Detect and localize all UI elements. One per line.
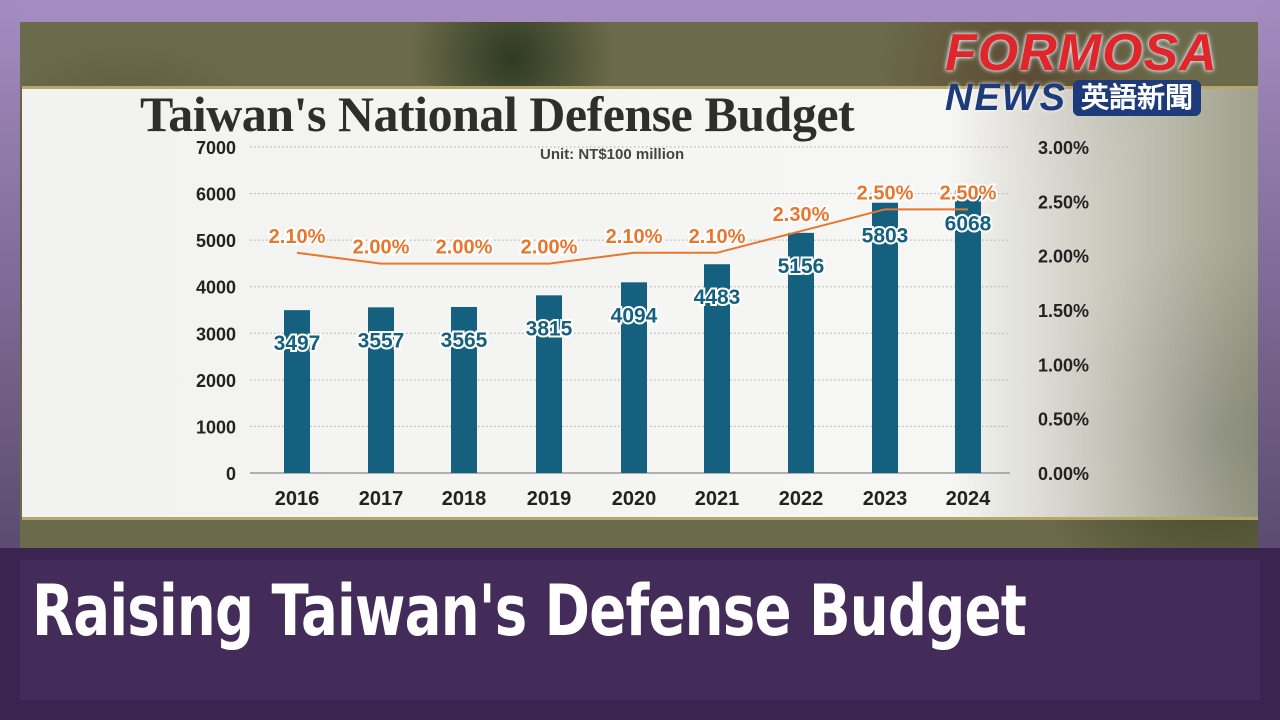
x-tick-label: 2023	[863, 488, 908, 510]
bar-value-label: 4483	[694, 286, 741, 309]
percent-line	[296, 208, 968, 265]
bar-value-label: 3557	[358, 329, 405, 352]
bar	[451, 306, 477, 473]
x-tick-label: 2024	[946, 488, 991, 510]
y2-tick-label: 3.00%	[1038, 138, 1089, 158]
x-tick-label: 2016	[275, 488, 320, 510]
top-frame	[0, 0, 1280, 22]
logo-chinese: 英語新聞	[1073, 80, 1202, 116]
chart-title: Taiwan's National Defense Budget	[140, 86, 855, 142]
percent-label: 2.00%	[353, 237, 410, 259]
bar	[872, 202, 898, 473]
right-frame	[1258, 0, 1280, 560]
y-tick-label: 3000	[196, 324, 236, 344]
x-tick-label: 2018	[442, 488, 487, 510]
x-tick-label: 2021	[695, 488, 740, 510]
x-tick-label: 2017	[359, 488, 404, 510]
left-frame	[0, 0, 20, 560]
formosa-news-logo: FORMOSA NEWS 英語新聞	[945, 26, 1255, 118]
y-tick-label: 1000	[196, 417, 236, 437]
percent-label: 2.10%	[606, 226, 663, 248]
percent-label: 2.30%	[773, 204, 830, 226]
y-tick-label: 7000	[196, 138, 236, 158]
percent-label: 2.50%	[857, 182, 914, 204]
bar-value-label: 3497	[274, 332, 321, 355]
bar	[621, 282, 647, 473]
bar	[704, 264, 730, 473]
chart-subtitle: Unit: NT$100 million	[540, 146, 685, 163]
y-tick-label: 2000	[196, 371, 236, 391]
percent-label: 2.50%	[940, 182, 997, 204]
bar-value-label: 3565	[441, 329, 488, 352]
y-tick-label: 4000	[196, 278, 236, 298]
percent-label: 2.00%	[436, 237, 493, 259]
logo-news: NEWS	[945, 77, 1067, 119]
percent-label: 2.00%	[521, 237, 578, 259]
x-tick-label: 2019	[527, 488, 572, 510]
bar-value-label: 4094	[611, 304, 658, 327]
y-tick-label: 0	[226, 464, 236, 484]
y2-tick-label: 2.00%	[1038, 247, 1089, 267]
x-tick-label: 2020	[612, 488, 657, 510]
bar	[788, 232, 814, 473]
y2-tick-label: 0.50%	[1038, 410, 1089, 430]
bar-value-label: 5803	[862, 225, 909, 248]
y2-tick-label: 0.00%	[1038, 464, 1089, 484]
y2-tick-label: 2.50%	[1038, 192, 1089, 212]
percent-label: 2.10%	[689, 226, 746, 248]
bar-value-label: 6068	[945, 212, 992, 235]
bar	[368, 307, 394, 473]
percent-label: 2.10%	[269, 226, 326, 248]
y-tick-label: 6000	[196, 185, 236, 205]
bar-value-label: 3815	[526, 317, 573, 340]
y-tick-label: 5000	[196, 231, 236, 251]
bar-value-label: 5156	[778, 255, 825, 278]
bar	[284, 310, 310, 473]
y2-tick-label: 1.50%	[1038, 301, 1089, 321]
bar	[955, 190, 981, 473]
headline: Raising Taiwan's Defense Budget	[32, 570, 1027, 652]
x-tick-label: 2022	[779, 488, 824, 510]
bar	[536, 295, 562, 473]
headline-banner	[0, 548, 1280, 720]
logo-brand: FORMOSA	[945, 24, 1218, 82]
y2-tick-label: 1.00%	[1038, 355, 1089, 375]
